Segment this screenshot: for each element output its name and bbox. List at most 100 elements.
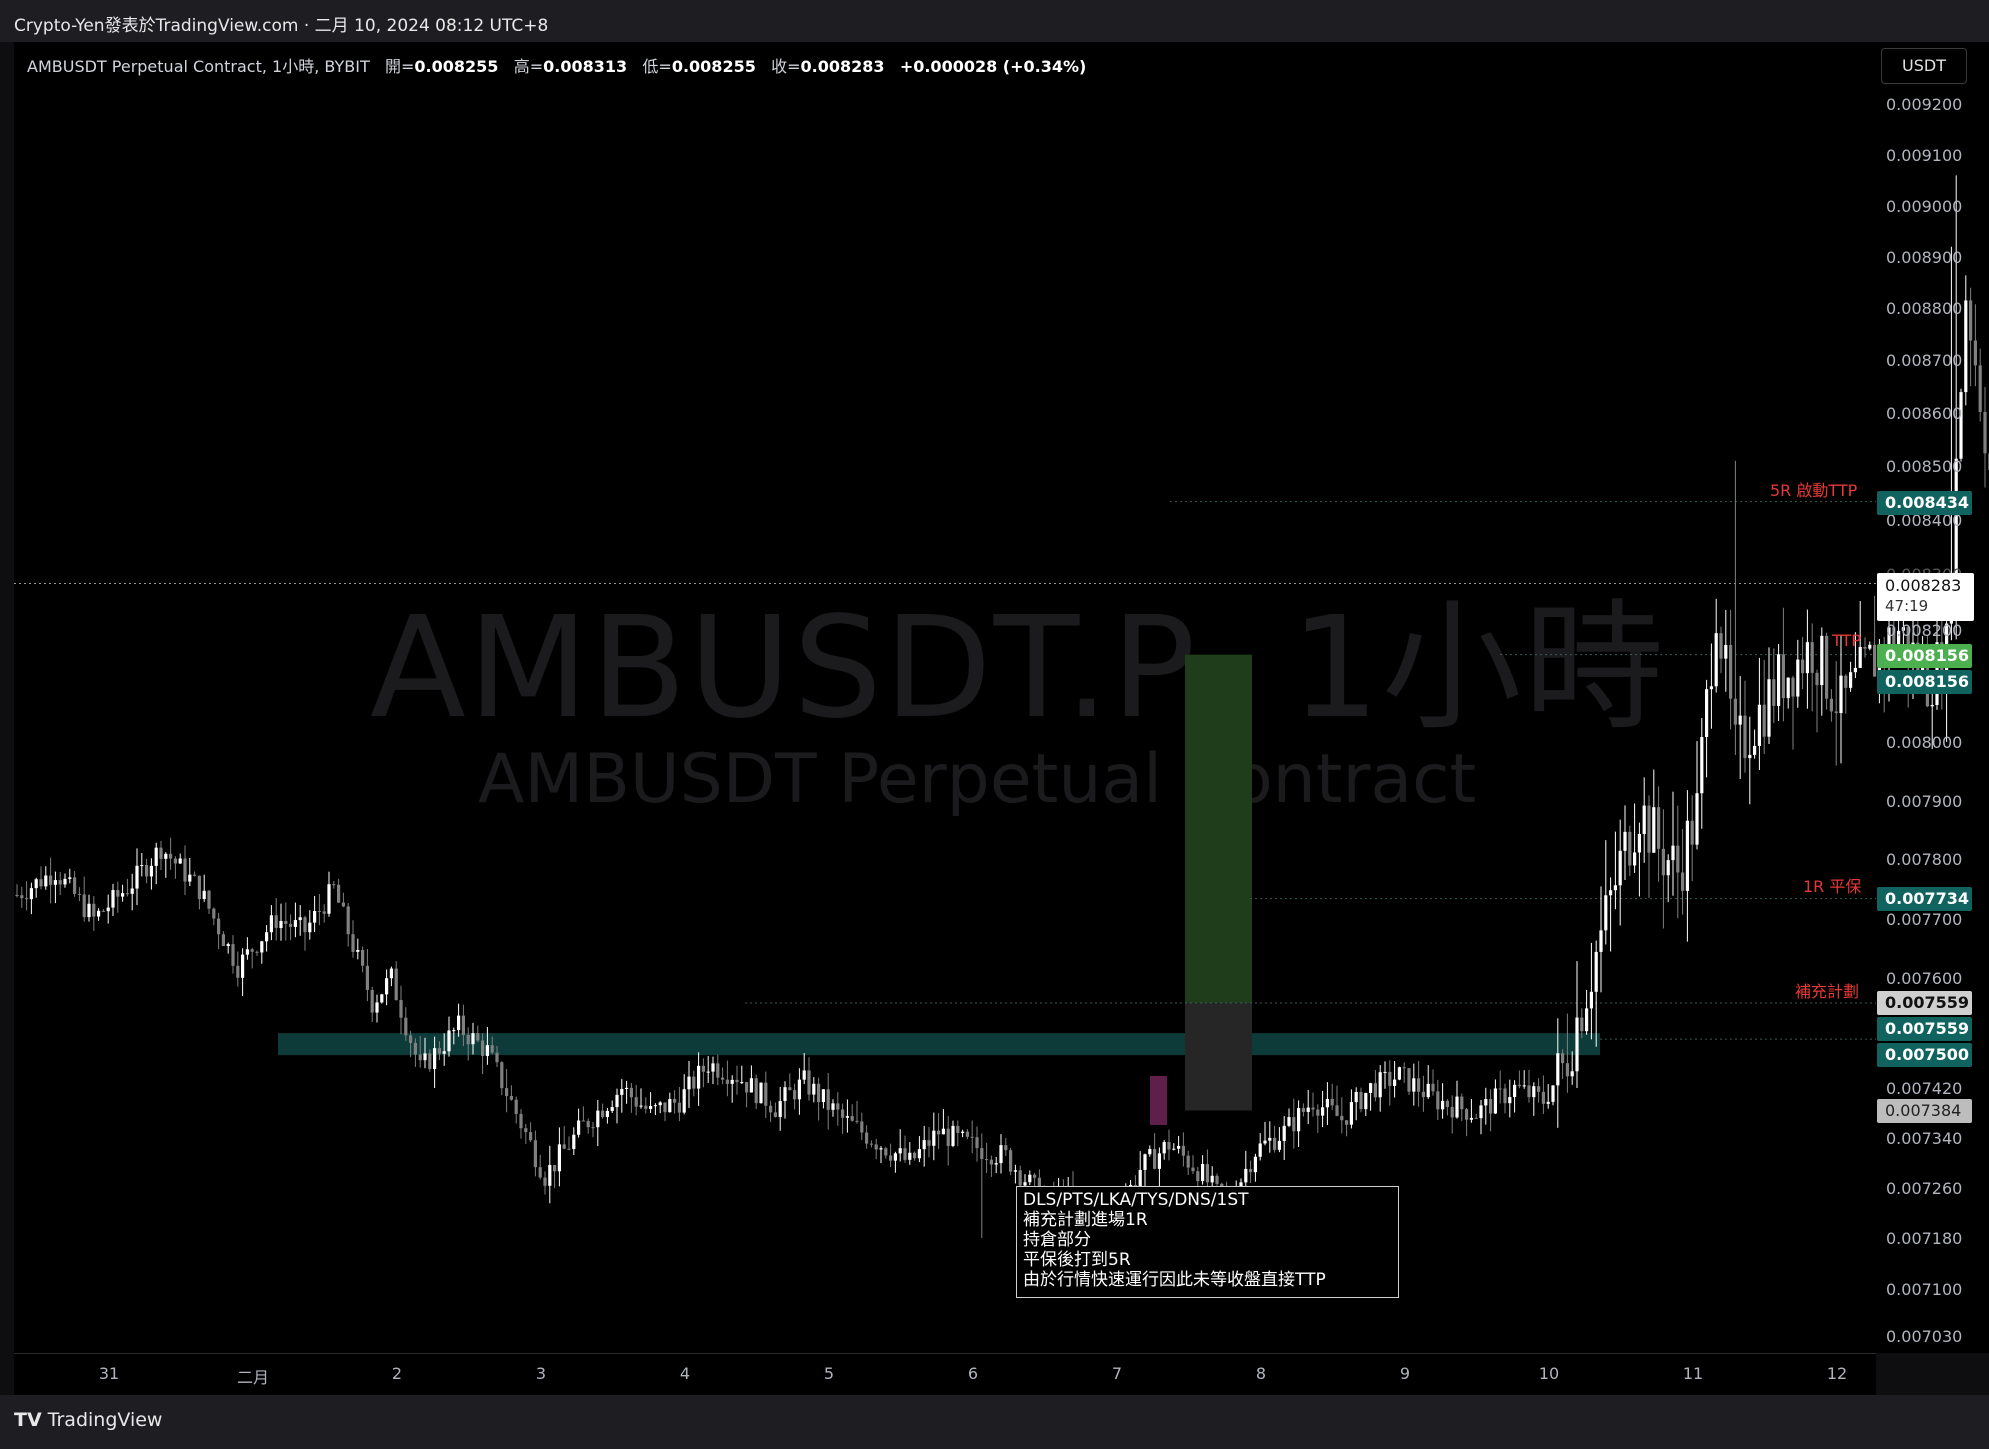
chart-pane[interactable] <box>14 42 1876 1353</box>
candle-body <box>1268 1137 1272 1141</box>
candle-body <box>1143 1154 1147 1171</box>
candle-body <box>1369 1083 1373 1093</box>
legend-symbol[interactable]: AMBUSDT Perpetual Contract, 1小時, BYBIT <box>27 57 370 76</box>
price-tag-5r: 0.008434 <box>1877 491 1972 515</box>
candle-body <box>1522 1085 1526 1087</box>
legend-close-label: 收= <box>771 57 801 76</box>
footer-bar: TV TradingView <box>0 1395 1989 1449</box>
currency-button[interactable]: USDT <box>1881 48 1967 84</box>
candle-body <box>898 1148 902 1154</box>
candle-body <box>937 1130 941 1135</box>
candle-body <box>1450 1107 1454 1118</box>
candle-body <box>101 910 105 912</box>
candle-body <box>1585 1008 1589 1032</box>
candle-body <box>1292 1117 1296 1132</box>
candle-body <box>1316 1109 1320 1116</box>
candle-body <box>1133 1184 1137 1187</box>
candle-body <box>1013 1170 1017 1172</box>
candle-body <box>409 1035 413 1043</box>
candle-body <box>639 1105 643 1107</box>
candle-body <box>1863 646 1867 649</box>
candle-body <box>1705 689 1709 738</box>
candle-body <box>735 1079 739 1083</box>
candle-body <box>1436 1091 1440 1110</box>
price-tick: 0.009000 <box>1886 197 1963 216</box>
price-tick: 0.007030 <box>1886 1327 1963 1346</box>
publisher-name[interactable]: Crypto-Yen發表於TradingView.com <box>14 16 299 36</box>
candle-body <box>245 949 249 955</box>
candle-body <box>97 910 101 917</box>
candle-body <box>1637 834 1641 853</box>
price-tag-zone-top: 0.007500 <box>1877 1043 1972 1067</box>
candle-body <box>865 1132 869 1144</box>
candle-body <box>500 1062 504 1089</box>
candle-body <box>860 1121 864 1133</box>
candle-body <box>869 1143 873 1145</box>
candle-body <box>913 1152 917 1159</box>
candle-body <box>442 1051 446 1054</box>
label-1r[interactable]: 1R 平保 <box>1803 877 1862 896</box>
time-tick: 二月 <box>236 1368 270 1387</box>
candle-body <box>178 858 182 864</box>
candle-body <box>49 875 53 885</box>
candle-body <box>317 910 321 912</box>
candle-body <box>764 1082 768 1106</box>
candle-body <box>269 915 273 933</box>
time-scale[interactable] <box>14 1353 1876 1396</box>
candle-body <box>783 1087 787 1101</box>
candle-body <box>380 994 384 1003</box>
candle-body <box>1162 1142 1166 1154</box>
candle-body <box>428 1053 432 1070</box>
candle-body <box>1570 1071 1574 1077</box>
candle-body <box>1004 1145 1008 1151</box>
candle-body <box>34 879 38 889</box>
current-price: 0.008283 <box>1885 576 1962 595</box>
candle-body <box>389 968 393 979</box>
brand-name: TradingView <box>47 1409 163 1431</box>
candle-body <box>1580 1017 1584 1032</box>
candle-body <box>1820 635 1824 686</box>
candle-body <box>1609 890 1613 896</box>
candle-body <box>1349 1102 1353 1125</box>
candle-body <box>236 965 240 978</box>
label-5r-ttp[interactable]: 5R 啟動TTP <box>1770 481 1858 500</box>
candle-body <box>1508 1097 1512 1104</box>
candle-body <box>1825 635 1829 699</box>
candle-body <box>332 884 336 886</box>
price-tag-entry-gray: 0.007559 <box>1877 991 1972 1015</box>
candle-body <box>1690 820 1694 845</box>
candle-body <box>1537 1086 1541 1092</box>
candle-body <box>697 1065 701 1089</box>
candle-body <box>649 1105 653 1109</box>
trade-note[interactable]: DLS/PTS/LKA/TYS/DNS/1ST 補充計劃進場1R 持倉部分 平保… <box>1016 1186 1399 1298</box>
candle-body <box>322 911 326 914</box>
tradingview-logo[interactable]: TV TradingView <box>14 1409 162 1431</box>
candle-body <box>1340 1115 1344 1121</box>
candle-body <box>625 1087 629 1089</box>
candle-body <box>289 923 293 927</box>
candle-body <box>1167 1142 1171 1150</box>
candle-body <box>217 918 221 935</box>
candle-body <box>1868 644 1872 649</box>
candle-body <box>769 1105 773 1113</box>
candle-body <box>1359 1092 1363 1110</box>
price-tick: 0.008400 <box>1886 511 1963 530</box>
candle-body <box>1810 642 1814 673</box>
candle-body <box>212 908 216 919</box>
label-ttp[interactable]: TTP <box>1832 631 1861 650</box>
candle-body <box>399 1000 403 1018</box>
candle-body <box>903 1148 907 1160</box>
candle-body <box>524 1128 528 1133</box>
price-tick: 0.008200 <box>1886 621 1963 640</box>
candle-body <box>1148 1149 1152 1155</box>
time-tick: 2 <box>391 1364 403 1383</box>
note-line: 由於行情快速運行因此未等收盤直接TTP <box>1023 1270 1326 1290</box>
candle-body <box>63 878 67 885</box>
candle-body <box>1023 1182 1027 1186</box>
label-plan[interactable]: 補充計劃 <box>1795 982 1860 1001</box>
candle-body <box>994 1163 998 1165</box>
candle-body <box>58 880 62 885</box>
price-tick: 0.007900 <box>1886 792 1963 811</box>
candle-body <box>15 895 19 896</box>
candle-body <box>605 1110 609 1118</box>
